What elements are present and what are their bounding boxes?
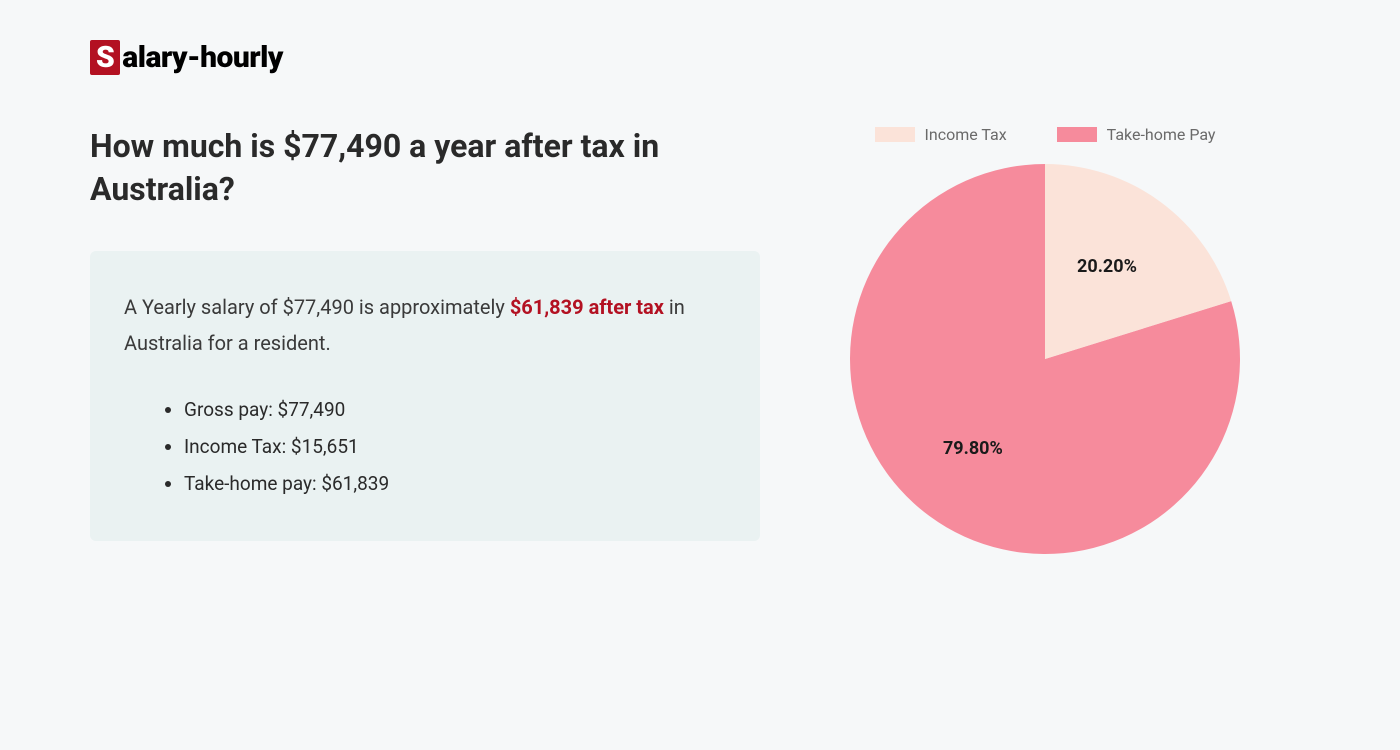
pie-chart: 20.20% 79.80% [850,164,1240,554]
page-title: How much is $77,490 a year after tax in … [90,125,760,211]
legend-item: Take-home Pay [1057,125,1216,144]
site-logo: Salary-hourly [90,40,1310,75]
chart-legend: Income Tax Take-home Pay [850,125,1240,144]
summary-highlight: $61,839 after tax [510,295,664,319]
legend-label: Take-home Pay [1107,125,1216,144]
legend-swatch-take-home [1057,127,1097,142]
logo-badge: S [90,40,120,75]
legend-swatch-income-tax [875,127,915,142]
logo-text: alary-hourly [122,40,283,75]
list-item: Income Tax: $15,651 [184,428,726,465]
legend-item: Income Tax [875,125,1007,144]
legend-label: Income Tax [925,125,1007,144]
pie-label-income-tax: 20.20% [1077,256,1137,277]
list-item: Take-home pay: $61,839 [184,465,726,502]
summary-prefix: A Yearly salary of $77,490 is approximat… [124,295,510,319]
pie-label-take-home: 79.80% [943,438,1003,459]
summary-bullets: Gross pay: $77,490 Income Tax: $15,651 T… [124,391,726,502]
summary-text: A Yearly salary of $77,490 is approximat… [124,289,726,361]
list-item: Gross pay: $77,490 [184,391,726,428]
summary-box: A Yearly salary of $77,490 is approximat… [90,251,760,540]
